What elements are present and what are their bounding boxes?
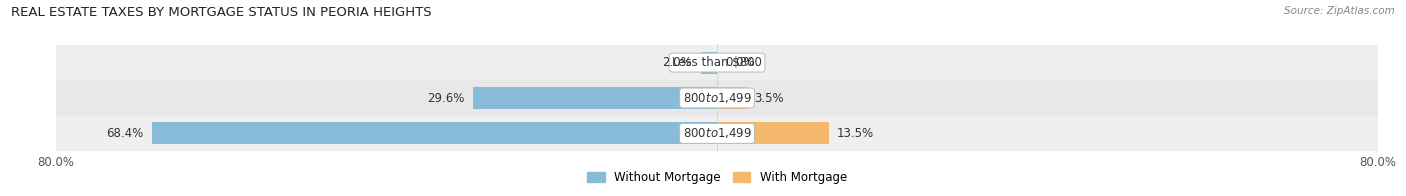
Bar [717, 122, 828, 144]
Text: $800 to $1,499: $800 to $1,499 [682, 91, 752, 105]
Text: 3.5%: 3.5% [754, 92, 785, 104]
Text: 68.4%: 68.4% [107, 127, 143, 140]
Text: REAL ESTATE TAXES BY MORTGAGE STATUS IN PEORIA HEIGHTS: REAL ESTATE TAXES BY MORTGAGE STATUS IN … [11, 6, 432, 19]
Bar [152, 122, 717, 144]
Bar [56, 45, 1378, 80]
Bar [56, 116, 1378, 151]
Text: $800 to $1,499: $800 to $1,499 [682, 126, 752, 140]
Bar [56, 80, 1378, 116]
Text: 29.6%: 29.6% [427, 92, 464, 104]
Text: 0.0%: 0.0% [725, 56, 755, 69]
Bar [472, 87, 717, 109]
Bar [717, 87, 747, 109]
Text: 2.0%: 2.0% [662, 56, 692, 69]
Text: Source: ZipAtlas.com: Source: ZipAtlas.com [1284, 6, 1395, 16]
Text: Less than $800: Less than $800 [672, 56, 762, 69]
Bar [700, 52, 717, 74]
Legend: Without Mortgage, With Mortgage: Without Mortgage, With Mortgage [582, 166, 852, 189]
Text: 13.5%: 13.5% [837, 127, 875, 140]
